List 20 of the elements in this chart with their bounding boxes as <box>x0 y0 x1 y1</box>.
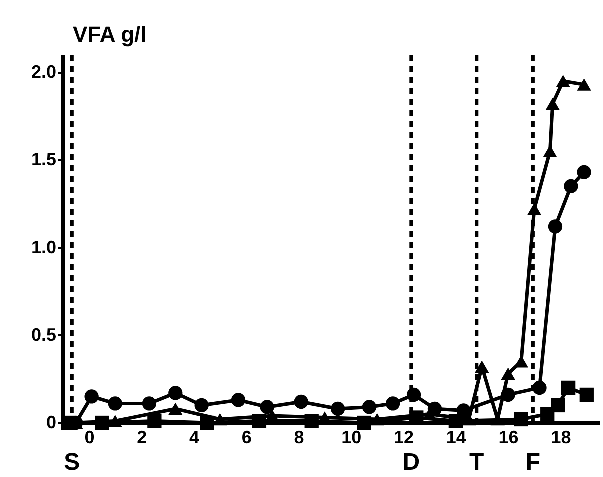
x-tick-label: 0 <box>84 428 95 448</box>
x-tick-label: 12 <box>394 428 414 448</box>
x-tick-label: 10 <box>342 428 362 448</box>
x-tick-label: 18 <box>551 428 572 448</box>
y-tick-label: 1.5 <box>31 150 56 170</box>
x-tick-label: 2 <box>137 428 148 448</box>
ref-line-label: T <box>470 449 485 476</box>
x-tick-label: 8 <box>294 428 304 448</box>
ref-line-label: S <box>64 449 80 476</box>
ref-line-label: D <box>402 449 420 476</box>
x-tick-label: 14 <box>446 428 466 448</box>
y-axis-title: VFA g/l <box>73 22 147 47</box>
x-tick-label: 4 <box>189 428 200 448</box>
y-tick-label: 0 <box>46 412 56 432</box>
y-tick-label: 1.0 <box>31 237 56 258</box>
y-tick-label: 0.5 <box>31 324 56 345</box>
x-tick-label: 6 <box>242 428 252 448</box>
y-tick-label: 2.0 <box>31 62 56 82</box>
ref-line-label: F <box>526 449 541 476</box>
x-tick-label: 16 <box>498 428 519 448</box>
